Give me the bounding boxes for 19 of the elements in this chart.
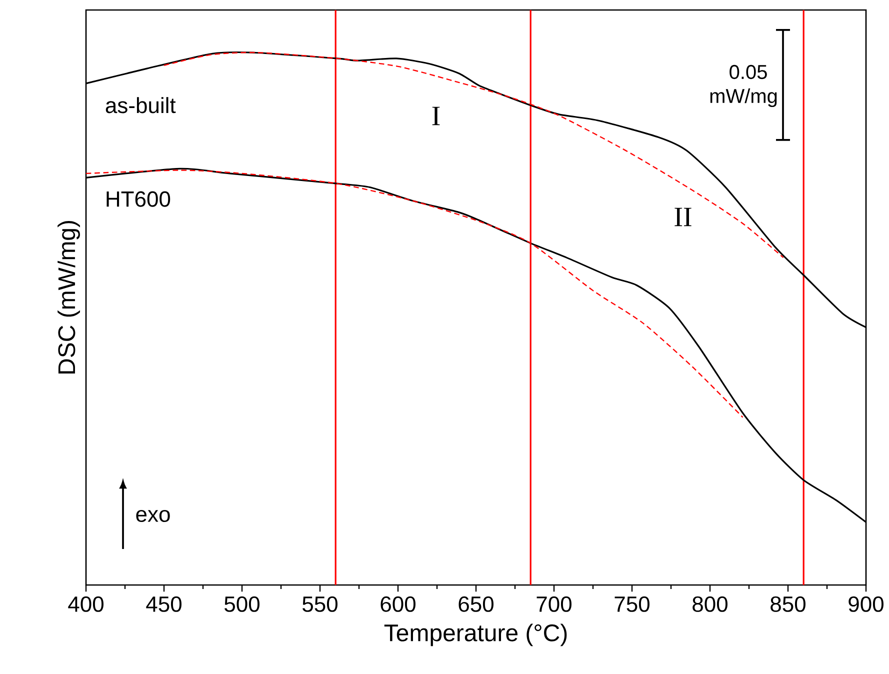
x-tick-label: 850 <box>770 596 806 612</box>
annotation: exo <box>136 510 170 522</box>
x-tick-label: 600 <box>380 596 416 612</box>
series-label: HT600 <box>106 191 170 207</box>
series-label: as-built <box>106 97 176 114</box>
x-tick-label: 400 <box>68 596 104 612</box>
x-axis-title: Temperature (°C) <box>384 624 567 646</box>
y-axis-title: DSC (mW/mg) <box>58 221 80 374</box>
annotation: I <box>432 106 440 126</box>
x-tick-label: 550 <box>302 596 338 612</box>
annotation: II <box>674 208 692 226</box>
x-tick-label: 800 <box>692 596 728 612</box>
x-tick-label: 450 <box>146 596 182 612</box>
x-tick-label: 650 <box>458 596 494 612</box>
x-tick-label: 700 <box>536 596 572 612</box>
x-tick-label: 500 <box>224 596 260 612</box>
x-tick-label: 900 <box>848 596 884 612</box>
annotation: 0.05 mW/mg <box>710 64 777 108</box>
x-tick-label: 750 <box>614 596 650 612</box>
